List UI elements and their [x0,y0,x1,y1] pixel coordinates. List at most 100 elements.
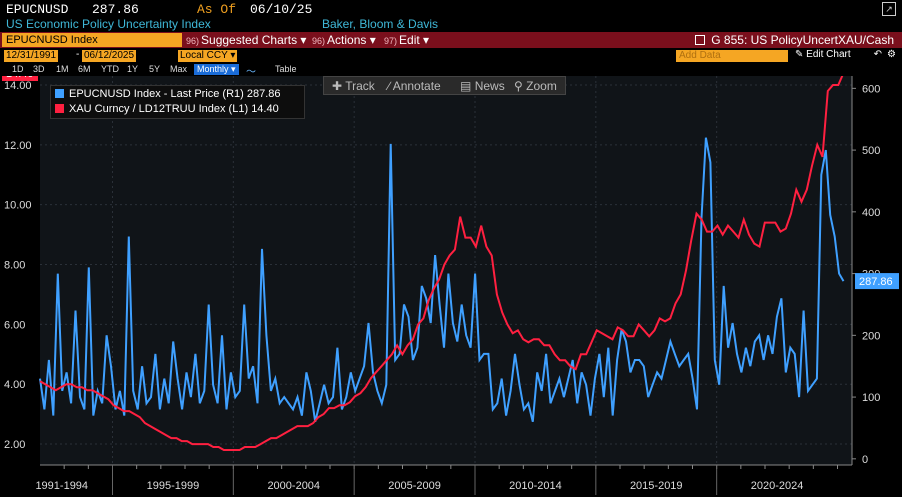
x-axis-label: 2010-2014 [509,480,562,492]
menu-bar: EPUCNUSD Index 96) Suggested Charts ▾ 96)… [0,32,902,48]
last-value-labels: 287.86 14.40 [2,76,899,290]
security-field[interactable]: EPUCNUSD Index [2,33,182,47]
period-3d[interactable]: 3D [33,64,45,74]
x-axis-label: 1995-1999 [147,480,200,492]
legend-swatch [55,104,64,113]
table-button[interactable]: Table [275,64,297,74]
export-icon[interactable]: ↗ [882,2,896,16]
left-axis: 2.00 4.00 6.00 8.00 10.00 12.00 14.00 [4,80,32,451]
legend-label-epu: EPUCNUSD Index - Last Price (R1) [69,88,244,100]
end-date-input[interactable]: 06/12/2025 [82,50,137,62]
period-1m[interactable]: 1M [56,64,69,74]
right-axis-tick: 0 [862,454,868,466]
as-of-date: 06/10/25 [250,2,313,17]
legend-swatch [55,89,64,98]
period-5y[interactable]: 5Y [149,64,161,74]
zoom-label: Zoom [526,79,557,93]
description-row: US Economic Policy Uncertainty Index Bak… [0,17,902,33]
frequency-label: Monthly [197,64,229,74]
right-axis-tick: 500 [862,145,880,157]
menu-number: 96) [186,36,200,46]
menu-number: 96) [312,36,326,46]
track-button[interactable]: ✚ Track [332,79,375,93]
annotate-button[interactable]: ∕ Annotate [388,79,441,93]
magnifier-icon: ⚲ [514,79,523,93]
chevron-down-icon: ▾ [369,33,376,47]
header-row: EPUCNUSD 287.86 As Of 06/10/25 ↗ [0,0,902,18]
x-axis-label: 1991-1994 [35,480,88,492]
period-max[interactable]: Max [170,64,188,74]
left-axis-tick: 2.00 [4,439,25,451]
line-chart-icon[interactable]: 〜 [246,67,256,78]
edit-label: Edit [399,33,420,47]
index-description: US Economic Policy Uncertainty Index [6,17,211,31]
series-line-epu[interactable] [39,137,845,423]
last-value-badge-epu [855,273,899,290]
right-axis-tick: 400 [862,207,880,219]
graph-title: G 855: US PolicyUncertXAU/Cash [695,33,894,47]
pen-icon: ∕ [388,79,391,93]
left-axis-tick: 4.00 [4,379,25,391]
crosshair-icon: ✚ [332,79,343,93]
chart-legend: EPUCNUSD Index - Last Price (R1) 287.86 … [50,85,305,119]
ticker-symbol[interactable]: EPUCNUSD [6,2,69,17]
x-axis: 1991-1994 1995-1999 2000-2004 2005-2009 2010… [35,464,852,495]
chart-tool-bar: ✚ Track ∕ Annotate ▤ News ⚲ Zoom [323,76,566,95]
last-value-badge-xau [2,76,38,82]
left-axis-tick: 8.00 [4,260,25,272]
chevron-down-icon: ▾ [423,33,430,47]
left-axis-tick: 12.00 [4,140,32,152]
actions-label: Actions [327,33,367,47]
left-axis-tick: 10.00 [4,200,32,212]
right-axis-tick: 600 [862,83,880,95]
last-value-epu: 287.86 [859,276,893,288]
gear-icon[interactable]: ⚙ [887,49,896,60]
right-axis-tick: 100 [862,392,880,404]
add-data-input[interactable]: Add Data [676,50,788,62]
as-of-label: As Of [197,2,237,17]
left-axis-tick: 14.00 [4,80,32,92]
legend-value-xau: 14.40 [251,103,279,115]
news-icon: ▤ [460,79,472,93]
start-date-input[interactable]: 12/31/1991 [4,50,59,62]
chevron-down-icon: ▾ [230,50,236,61]
last-value-xau: 14.40 [6,76,34,80]
legend-item-epu[interactable]: EPUCNUSD Index - Last Price (R1) 287.86 [55,88,281,100]
x-axis-label: 2020-2024 [751,480,804,492]
period-ytd[interactable]: YTD [101,64,119,74]
date-separator: - [76,49,80,60]
edit-chart-label: Edit Chart [806,49,851,60]
period-6m[interactable]: 6M [78,64,91,74]
last-price: 287.86 [92,2,139,17]
x-axis-label: 2005-2009 [388,480,441,492]
actions-menu[interactable]: 96) Actions ▾ [312,33,376,47]
legend-value-epu: 287.86 [246,88,281,100]
window-icon [695,35,706,45]
right-axis-tick: 200 [862,330,880,342]
date-toolbar: 12/31/1991 - 06/12/2025 Local CCY ▾ Add … [0,49,902,63]
currency-select[interactable]: Local CCY ▾ [178,50,238,62]
edit-chart-button[interactable]: ✎ Edit Chart [795,49,851,60]
left-axis-tick: 6.00 [4,319,25,331]
edit-menu[interactable]: 97) Edit ▾ [384,33,429,47]
menu-number: 97) [384,36,398,46]
suggested-charts-menu[interactable]: 96) Suggested Charts ▾ [186,33,306,47]
undo-icon[interactable]: ↶ [873,49,882,60]
series-line-xau[interactable] [39,76,844,451]
legend-label-xau: XAU Curncy / LD12TRUU Index (L1) [69,103,249,115]
right-axis: 0100200300400500600 [851,76,880,466]
legend-item-xau[interactable]: XAU Curncy / LD12TRUU Index (L1) 14.40 [55,103,279,115]
period-1y[interactable]: 1Y [127,64,139,74]
x-axis-label: 2015-2019 [630,480,683,492]
pencil-icon: ✎ [795,49,804,60]
chevron-down-icon: ▾ [300,33,307,47]
x-axis-label: 2000-2004 [267,480,320,492]
news-button[interactable]: ▤ News [460,79,505,93]
suggested-charts-label: Suggested Charts [201,33,298,47]
period-1d[interactable]: 1D [12,64,24,74]
zoom-button[interactable]: ⚲ Zoom [514,79,557,93]
news-label: News [474,79,505,93]
frequency-select[interactable]: Monthly ▾ [194,64,239,75]
track-label: Track [345,79,375,93]
